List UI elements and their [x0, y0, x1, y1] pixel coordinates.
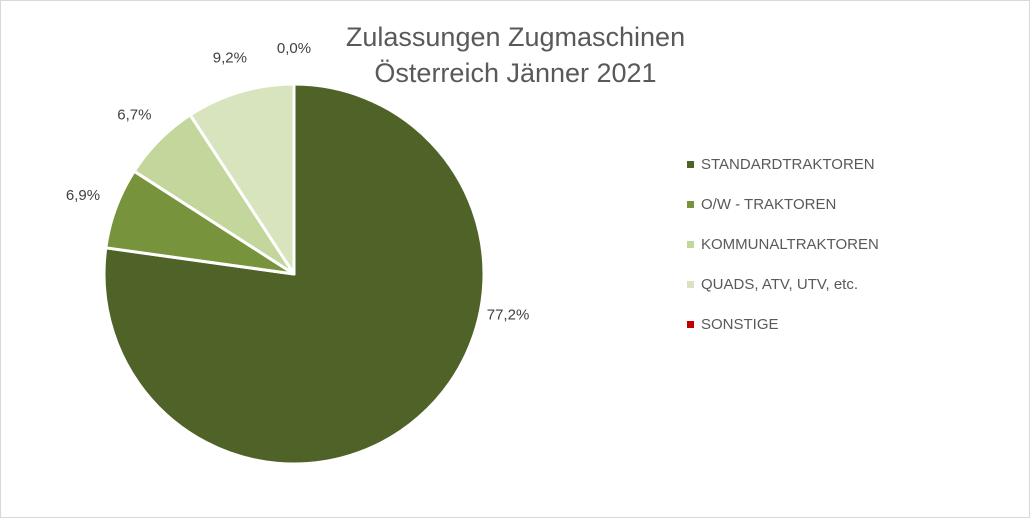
data-label-quads-atv-utv-etc: 9,2%	[213, 49, 247, 66]
legend-label: O/W - TRAKTOREN	[701, 195, 837, 213]
pie-slice-quads-atv-utv-etc	[188, 82, 296, 276]
data-label-sonstige: 0,0%	[277, 40, 311, 57]
chart-title-line-1: Zulassungen Zugmaschinen	[345, 22, 686, 52]
legend-swatch	[687, 200, 694, 208]
legend-label: QUADS, ATV, UTV, etc.	[701, 275, 859, 293]
legend-item-quads-atv-utv-etc: QUADS, ATV, UTV, etc.	[687, 274, 879, 294]
legend-label: STANDARDTRAKTOREN	[701, 155, 875, 173]
legend-item-standardtraktoren: STANDARDTRAKTOREN	[687, 154, 879, 174]
chart-title: Zulassungen Zugmaschinen Österreich Jänn…	[313, 19, 718, 91]
legend-item-kommunaltraktoren: KOMMUNALTRAKTOREN	[687, 234, 879, 254]
legend-label: KOMMUNALTRAKTOREN	[701, 235, 879, 253]
data-label-kommunaltraktoren: 6,7%	[117, 106, 151, 123]
chart-title-line-2: Österreich Jänner 2021	[374, 58, 657, 88]
legend-item-o-w-traktoren: O/W - TRAKTOREN	[687, 194, 879, 214]
legend-swatch	[687, 280, 694, 288]
legend-swatch	[687, 160, 694, 168]
data-label-standardtraktoren: 77,2%	[487, 306, 530, 323]
legend-label: SONSTIGE	[701, 315, 779, 333]
data-label-o-w-traktoren: 6,9%	[66, 187, 100, 204]
legend-swatch	[687, 240, 694, 248]
chart-legend: STANDARDTRAKTOREN O/W - TRAKTOREN KOMMUNAL…	[687, 154, 879, 354]
legend-swatch	[687, 320, 694, 328]
legend-item-sonstige: SONSTIGE	[687, 314, 879, 334]
